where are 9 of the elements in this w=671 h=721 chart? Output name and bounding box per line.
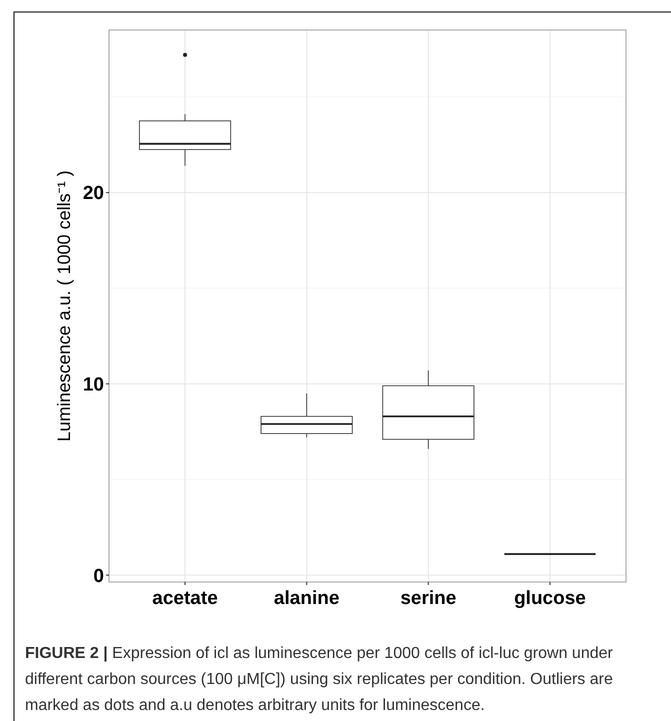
y-tick-label: 20 [82, 183, 104, 204]
y-tick-label: 0 [93, 566, 104, 587]
caption: FIGURE 2 | Expression of icl as luminescence per 1000 cells of icl-luc grown under different carbon sources (100 μM[C]) using six replicates per condition. Outliers are marked as dots and a.u denotes arbitrary units for luminescence. [25, 644, 614, 716]
y-tick-label: 10 [82, 374, 104, 396]
y-axis-title: Luminescence a.u. ( 1000 cells⁻¹ ) [54, 170, 74, 442]
x-tick-label: glucose [514, 588, 586, 609]
x-tick-label: acetate [152, 588, 218, 609]
x-tick-label: alanine [274, 588, 340, 609]
x-tick-label: serine [400, 588, 456, 609]
